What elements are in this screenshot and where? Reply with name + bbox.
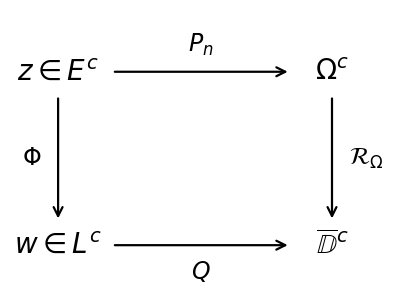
Text: $\overline{\mathbb{D}}^c$: $\overline{\mathbb{D}}^c$: [316, 231, 348, 260]
Text: $z \in E^c$: $z \in E^c$: [17, 58, 99, 86]
Text: $Q$: $Q$: [191, 259, 211, 284]
Text: $w \in L^c$: $w \in L^c$: [14, 231, 102, 259]
Text: $P_n$: $P_n$: [188, 32, 214, 58]
Text: $\Omega^c$: $\Omega^c$: [315, 58, 349, 86]
Text: $\Phi$: $\Phi$: [22, 147, 42, 170]
Text: $\mathcal{R}_{\Omega}$: $\mathcal{R}_{\Omega}$: [349, 146, 383, 171]
